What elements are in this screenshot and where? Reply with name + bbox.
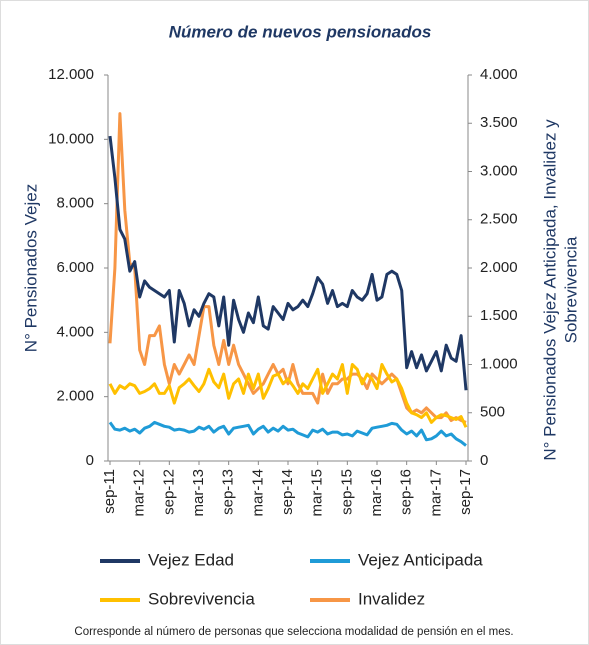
legend-label: Sobrevivencia — [148, 589, 255, 608]
y2-tick-label: 3.000 — [480, 162, 518, 179]
y2-axis-label: N° Pensionados Vejez Anticipada, Invalid… — [540, 119, 559, 461]
y-axis-label: N° Pensionados Vejez — [21, 184, 40, 352]
y-tick-label: 12.000 — [48, 66, 94, 83]
series-line — [108, 363, 468, 428]
y2-tick-label: 0 — [480, 452, 488, 469]
chart-title: Número de nuevos pensionados — [169, 22, 432, 41]
x-tick-label: mar-12 — [131, 469, 148, 517]
y-tick-label: 6.000 — [56, 259, 94, 276]
x-tick-label: mar-13 — [190, 469, 207, 517]
y-tick-label: 2.000 — [56, 388, 94, 405]
y2-tick-label: 2.000 — [480, 259, 518, 276]
legend-label: Vejez Edad — [148, 550, 234, 569]
series-line — [108, 135, 468, 391]
y-tick-label: 4.000 — [56, 323, 94, 340]
y2-tick-label: 3.500 — [480, 114, 518, 131]
x-tick-label: mar-14 — [249, 469, 266, 517]
legend-label: Vejez Anticipada — [358, 550, 483, 569]
x-tick-label: sep-16 — [398, 469, 415, 515]
series-line — [108, 420, 467, 447]
x-tick-label: sep-14 — [279, 469, 296, 515]
x-tick-label: sep-12 — [160, 469, 177, 515]
y2-tick-label: 4.000 — [480, 66, 518, 83]
series-line — [108, 112, 467, 424]
y2-tick-label: 2.500 — [480, 211, 518, 228]
y2-tick-label: 1.500 — [480, 307, 518, 324]
y2-tick-label: 500 — [480, 404, 505, 421]
x-tick-label: mar-15 — [309, 469, 326, 517]
x-tick-label: sep-17 — [457, 469, 474, 515]
x-tick-label: mar-17 — [427, 469, 444, 517]
x-tick-label: sep-11 — [101, 469, 118, 514]
y-tick-label: 8.000 — [56, 195, 94, 212]
y-tick-label: 0 — [86, 452, 94, 469]
footnote: Corresponde al número de personas que se… — [74, 626, 513, 638]
x-tick-label: sep-15 — [338, 469, 355, 515]
y2-tick-label: 1.000 — [480, 355, 518, 372]
x-tick-label: sep-13 — [220, 469, 237, 515]
y2-axis-label: Sobrevivencia — [561, 236, 580, 343]
x-tick-label: mar-16 — [368, 469, 385, 517]
legend-label: Invalidez — [358, 589, 425, 608]
y-tick-label: 10.000 — [48, 130, 94, 147]
